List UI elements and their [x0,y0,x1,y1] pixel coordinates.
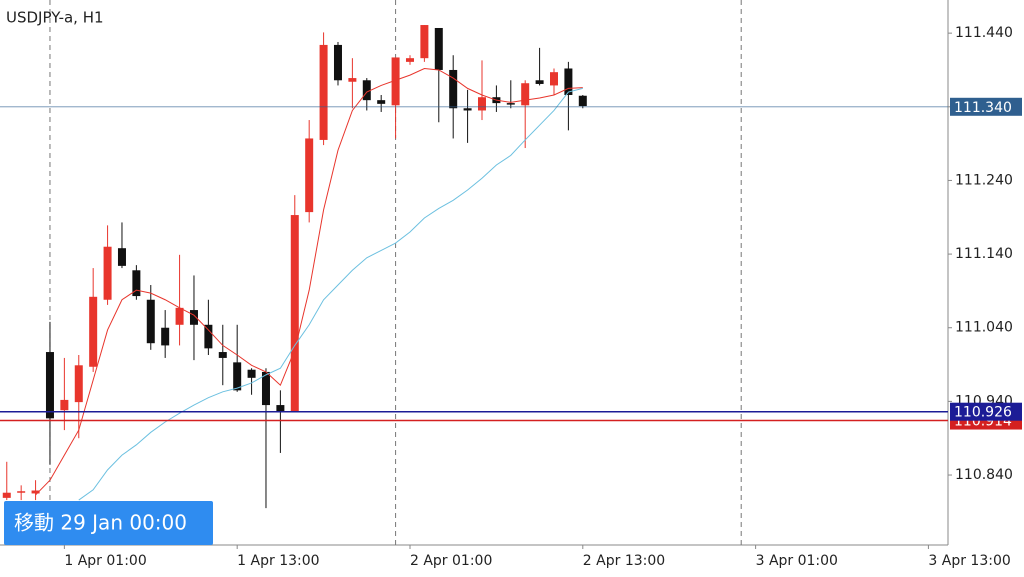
x-tick-label: 1 Apr 13:00 [237,553,319,569]
chart-title: USDJPY-a, H1 [6,9,104,27]
price-label-box [950,97,1022,116]
plot-layer [2,0,742,545]
navigation-badge[interactable] [4,501,213,545]
y-tick-label: 111.240 [955,172,1013,188]
navigation-badge-text[interactable]: 移動 29 Jan 00:00 [14,511,187,535]
candle-body [218,352,227,358]
x-tick-label: 3 Apr 01:00 [756,553,838,569]
candle-body [161,327,170,346]
candle-body [521,83,530,106]
candle-body [45,352,54,419]
candle-body [377,100,386,104]
candle-body [17,491,26,493]
candle-body [276,405,285,412]
candle-body [549,72,558,86]
moving-average [35,67,583,496]
price-label: 111.340 [954,100,1012,116]
candle-body [132,270,141,297]
y-tick-label: 111.440 [955,25,1013,41]
x-tick-label: 3 Apr 13:00 [928,553,1010,569]
candle-body [391,57,400,106]
candle-body [506,103,515,105]
candle-body [89,296,98,367]
candle-body [2,492,11,498]
y-tick-label: 111.040 [955,320,1013,336]
candle-body [305,138,314,213]
candle-body [333,44,342,81]
y-tick-label: 111.140 [955,246,1013,262]
candle-body [405,58,414,62]
candle-body [449,69,458,109]
x-tick-label: 2 Apr 01:00 [410,553,492,569]
candle-body [362,80,371,101]
y-tick-label: 110.840 [955,467,1013,483]
candle-body [348,78,357,82]
candle-body [434,27,443,70]
candle-body [31,490,40,494]
candle-body [117,248,126,266]
candle-body [477,97,486,111]
x-tick-label: 2 Apr 13:00 [583,553,665,569]
candle-body [233,362,242,391]
moving-average [78,87,583,501]
price-label: 110.926 [954,405,1012,421]
x-tick-label: 1 Apr 01:00 [64,553,146,569]
candle-body [74,365,83,403]
candle-body [578,95,587,107]
candle-body [261,371,270,406]
candle-body [535,80,544,84]
candle-body [60,399,69,411]
candle-body [319,44,328,140]
candle-body [103,246,112,300]
candle-body [420,25,429,59]
candle-body [564,68,573,96]
candle-body [290,215,299,412]
candle-body [175,307,184,325]
price-label-box [950,402,1022,421]
candle-body [146,299,155,344]
candle-body [247,369,256,378]
candle-body [463,108,472,111]
candle-body [189,310,198,325]
candle-body [204,324,213,349]
